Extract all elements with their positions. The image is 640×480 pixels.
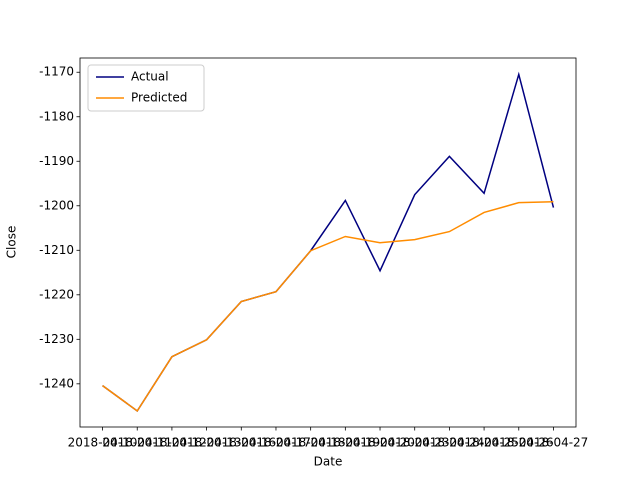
y-tick-label: -1170 — [39, 65, 74, 79]
x-tick-label: 2018-04-18 — [276, 436, 346, 450]
x-tick-label: 2018-04-17 — [241, 436, 311, 450]
x-tick-label: 2018-04-12 — [137, 436, 207, 450]
x-tick-label: 2018-04-20 — [345, 436, 415, 450]
y-axis-label: Close — [5, 226, 19, 259]
y-tick-label: -1220 — [39, 287, 74, 301]
plot-frame — [79, 57, 577, 428]
y-tick-label: -1240 — [39, 376, 74, 390]
x-tick-label: 2018-04-19 — [310, 436, 380, 450]
series-line — [102, 201, 554, 413]
y-tick-label: -1180 — [39, 109, 74, 123]
x-tick-label: 2018-04-13 — [172, 436, 242, 450]
legend-label: Predicted — [131, 91, 187, 105]
x-tick-label: 2018-04-10 — [68, 436, 138, 450]
x-tick-label: 2018-04-23 — [380, 436, 450, 450]
y-tick-label: -1230 — [39, 332, 74, 346]
y-tick-label: -1210 — [39, 243, 74, 257]
x-tick-label: 2018-04-11 — [102, 436, 172, 450]
legend-label: Actual — [131, 70, 169, 84]
x-tick-label: 2018-04-27 — [519, 436, 589, 450]
x-axis-label: Date — [314, 455, 343, 469]
x-tick-label: 2018-04-26 — [484, 436, 554, 450]
y-tick-label: -1190 — [39, 154, 74, 168]
x-tick-label: 2018-04-16 — [206, 436, 276, 450]
x-tick-label: 2018-04-25 — [449, 436, 519, 450]
y-tick-label: -1200 — [39, 198, 74, 212]
x-tick-label: 2018-04-24 — [415, 436, 485, 450]
